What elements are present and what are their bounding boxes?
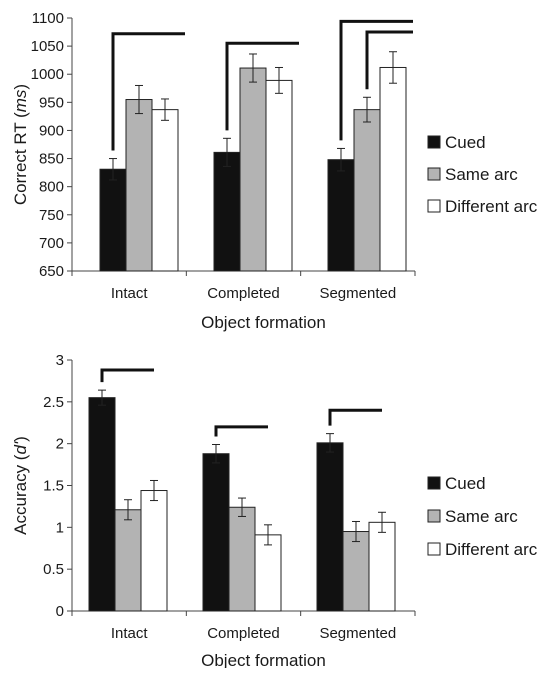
legend-label-same-arc: Same arc — [445, 165, 518, 184]
y-tick-label: 1 — [56, 519, 64, 536]
y-axis-label-main: Accuracy ( — [11, 454, 30, 535]
y-tick-label: 650 — [39, 263, 64, 280]
significance-line — [100, 368, 154, 383]
bar-same-arc-completed — [239, 67, 267, 272]
y-axis-label-unit: ms — [11, 89, 30, 112]
significance-bracket — [365, 30, 413, 90]
x-tick-label: Completed — [207, 285, 280, 302]
legend-label-same-arc: Same arc — [445, 507, 518, 526]
y-tick-label: 1.5 — [43, 478, 64, 495]
significance-line — [365, 30, 413, 90]
bar-cued-completed — [202, 453, 230, 612]
bar-cued-segmented — [316, 442, 344, 612]
y-tick-label: 1100 — [32, 10, 64, 27]
legend-label-different-arc: Different arc — [445, 540, 538, 559]
y-axis-label: Correct RT (ms) — [11, 84, 30, 205]
legend-label-different-arc: Different arc — [445, 197, 538, 216]
y-tick-label: 750 — [39, 207, 64, 224]
y-axis-label-main: Correct RT ( — [11, 112, 30, 205]
y-axis-label-close: ) — [11, 436, 30, 442]
legend-swatch-different-arc — [427, 199, 441, 213]
legend-swatch-different-arc — [427, 542, 441, 556]
bar-same-arc-intact — [125, 99, 153, 272]
significance-bracket — [214, 425, 268, 437]
x-axis-label: Object formation — [201, 313, 326, 332]
bar-different-arc-intact — [151, 109, 179, 272]
significance-bracket — [339, 19, 413, 141]
significance-bracket — [328, 408, 382, 426]
legend-swatch-cued — [427, 476, 441, 490]
bar-same-arc-segmented — [353, 109, 381, 272]
significance-bracket — [100, 368, 154, 383]
accuracy-chart: 0 0.5 1 1.5 2 2.5 3 Intact Completed Segmented Obj… — [11, 352, 538, 670]
x-tick-label: Segmented — [319, 285, 396, 302]
significance-line — [225, 41, 299, 131]
rt-chart-panel: 650 700 750 800 850 900 950 1000 1050 1100 Intact C… — [0, 0, 549, 334]
significance-line — [339, 19, 413, 141]
x-axis-label: Object formation — [201, 651, 326, 668]
accuracy-chart-panel: 0 0.5 1 1.5 2 2.5 3 Intact Completed Segmented Obj… — [0, 334, 549, 670]
legend-swatch-same-arc — [427, 167, 441, 181]
y-tick-label: 950 — [39, 94, 64, 111]
bar-different-arc-completed — [254, 534, 282, 612]
x-tick-label: Completed — [207, 625, 280, 642]
legend-label-cued: Cued — [445, 474, 486, 493]
bar-cued-completed — [213, 151, 241, 272]
bar-same-arc-intact — [114, 509, 142, 612]
significance-line — [328, 408, 382, 426]
significance-line — [214, 425, 268, 437]
significance-bracket — [225, 41, 299, 131]
x-tick-label: Intact — [111, 625, 149, 642]
significance-line — [111, 32, 185, 151]
significance-bracket — [111, 32, 185, 151]
legend-label-cued: Cued — [445, 133, 486, 152]
bar-cued-intact — [99, 168, 127, 272]
rt-chart: 650 700 750 800 850 900 950 1000 1050 1100 Intact C… — [11, 10, 538, 332]
y-tick-label: 800 — [39, 179, 64, 196]
y-tick-label: 2 — [56, 436, 64, 453]
y-tick-label: 1000 — [31, 66, 64, 83]
bar-different-arc-intact — [140, 490, 168, 612]
bar-same-arc-completed — [228, 506, 256, 612]
y-tick-label: 2.5 — [43, 394, 64, 411]
y-axis-label-close: ) — [11, 84, 30, 90]
bar-cued-intact — [88, 397, 116, 612]
bar-different-arc-segmented — [379, 66, 407, 272]
legend-swatch-same-arc — [427, 509, 441, 523]
bar-different-arc-completed — [265, 79, 293, 272]
y-tick-label: 850 — [39, 151, 64, 168]
legend-swatch-cued — [427, 135, 441, 149]
y-axis-label-unit: d' — [11, 441, 30, 454]
x-tick-label: Intact — [111, 285, 149, 302]
y-tick-label: 0 — [56, 603, 64, 620]
y-tick-label: 3 — [56, 352, 64, 369]
y-tick-label: 700 — [39, 235, 64, 252]
x-tick-label: Segmented — [319, 625, 396, 642]
bar-different-arc-segmented — [368, 521, 396, 612]
bar-same-arc-segmented — [342, 531, 370, 612]
y-tick-label: 1050 — [31, 38, 64, 55]
y-tick-label: 0.5 — [43, 561, 64, 578]
y-axis-label: Accuracy (d') — [11, 436, 30, 535]
bar-cued-segmented — [327, 159, 355, 272]
y-tick-label: 900 — [39, 122, 64, 139]
